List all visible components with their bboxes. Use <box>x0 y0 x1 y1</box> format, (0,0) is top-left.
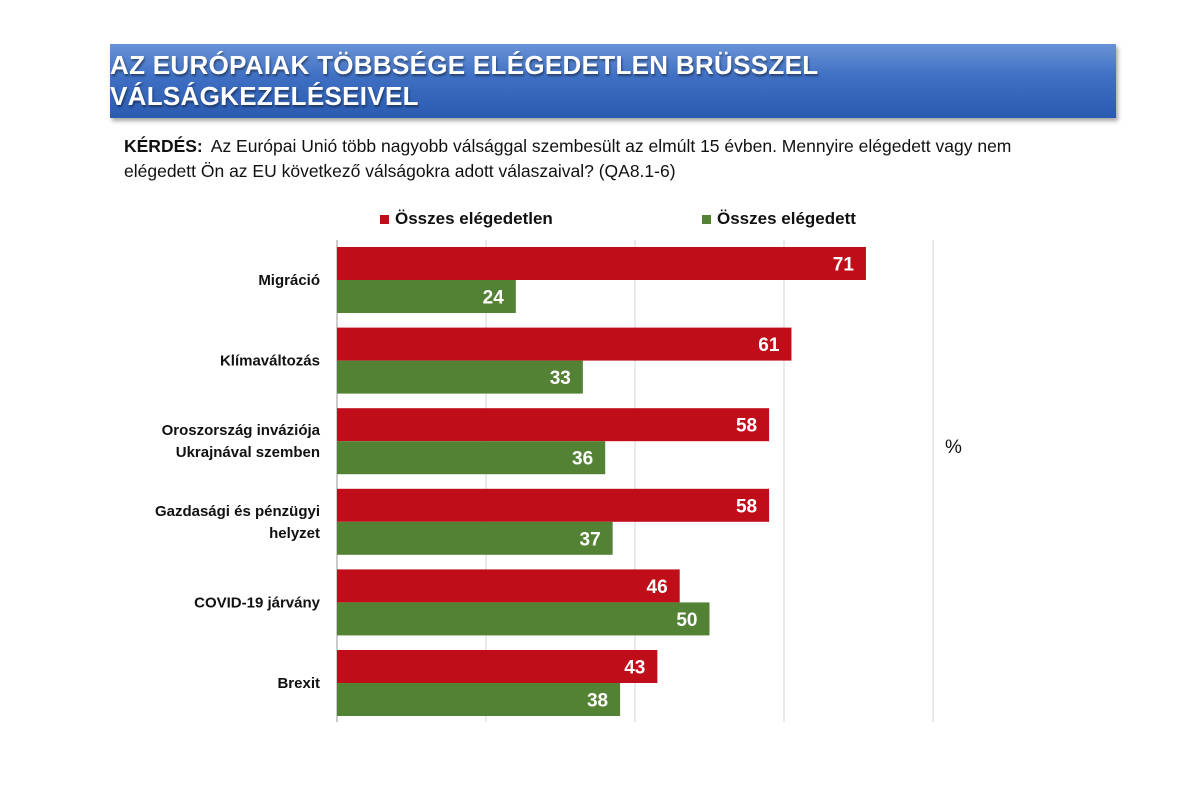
data-label: 38 <box>587 691 608 712</box>
chart-title: AZ EURÓPAIAK TÖBBSÉGE ELÉGEDETLEN BRÜSSZ… <box>110 50 818 111</box>
bar-dissatisfied <box>337 327 792 361</box>
legend-label-satisfied: Összes elégedett <box>717 209 856 228</box>
legend-item-satisfied: Összes elégedett <box>702 209 856 229</box>
bar-satisfied <box>337 360 583 394</box>
bar-dissatisfied <box>337 569 680 603</box>
data-label: 36 <box>572 449 593 470</box>
data-label: 58 <box>736 416 757 437</box>
category-label: Ukrajnával szemben <box>176 444 320 461</box>
bar-satisfied <box>337 521 613 555</box>
legend-item-dissatisfied: Összes elégedetlen <box>380 209 553 229</box>
bar-dissatisfied <box>337 247 866 280</box>
category-label: COVID-19 járvány <box>194 594 321 611</box>
question-text: Az Európai Unió több nagyobb válsággal s… <box>124 136 1012 181</box>
bar-satisfied <box>337 683 621 716</box>
data-label: 43 <box>624 658 645 679</box>
data-label: 33 <box>550 368 571 389</box>
bar-satisfied <box>337 441 606 475</box>
category-label: Brexit <box>277 675 320 692</box>
data-label: 46 <box>647 577 668 598</box>
data-label: 24 <box>483 288 505 309</box>
bar-dissatisfied <box>337 488 770 522</box>
bar-dissatisfied <box>337 408 770 442</box>
category-label: Oroszország inváziója <box>162 422 321 439</box>
data-label: 37 <box>580 529 601 550</box>
question-text-block: KÉRDÉS: Az Európai Unió több nagyobb váls… <box>124 134 1084 184</box>
legend-label-dissatisfied: Összes elégedetlen <box>395 209 553 228</box>
bar-dissatisfied <box>337 650 658 683</box>
category-label: Migráció <box>258 272 320 289</box>
legend: Összes elégedetlen Összes elégedett <box>0 209 1200 233</box>
bar-satisfied <box>337 602 710 636</box>
category-label: Klímaváltozás <box>220 353 320 370</box>
data-label: 58 <box>736 496 757 517</box>
question-label: KÉRDÉS: <box>124 136 203 156</box>
legend-swatch-satisfied <box>702 214 711 224</box>
legend-swatch-dissatisfied <box>380 214 389 224</box>
unit-label: % <box>945 437 962 458</box>
category-label: Gazdasági és pénzügyi <box>155 503 320 520</box>
title-banner: AZ EURÓPAIAK TÖBBSÉGE ELÉGEDETLEN BRÜSSZ… <box>110 44 1116 118</box>
bar-satisfied <box>337 280 516 313</box>
data-label: 50 <box>676 610 697 631</box>
data-label: 61 <box>758 335 780 356</box>
data-label: 71 <box>833 255 855 276</box>
category-label: helyzet <box>269 525 320 542</box>
